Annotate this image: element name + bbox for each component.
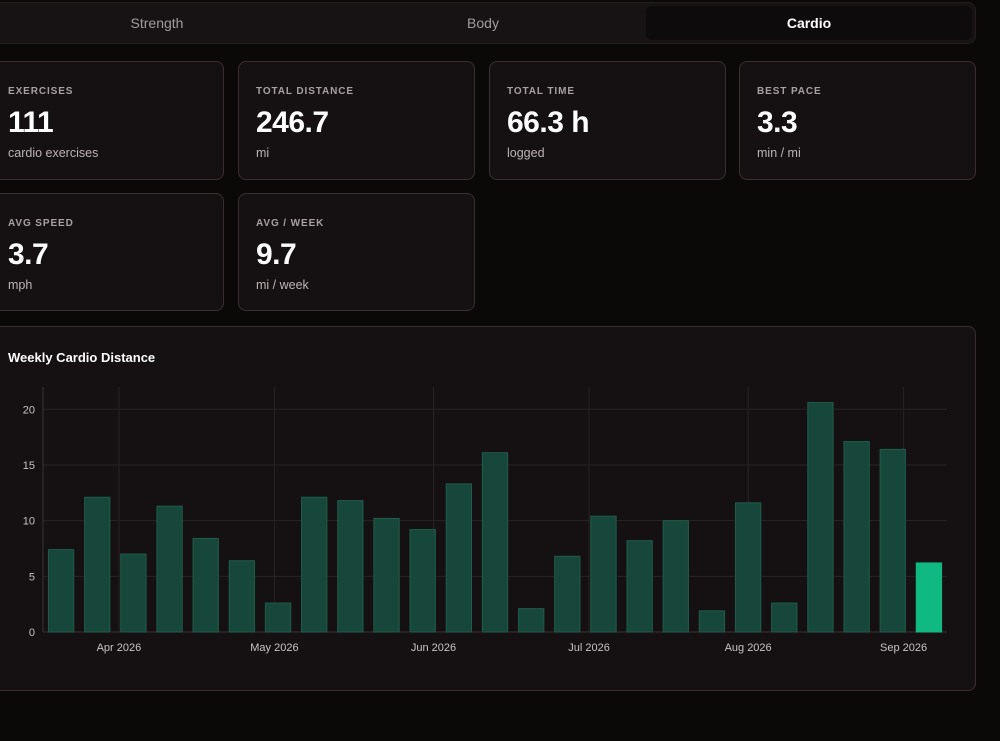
stat-card-total-time: TOTAL TIME 66.3 h logged [489, 61, 726, 180]
stat-value: 3.7 [8, 238, 49, 271]
chart-bar[interactable] [915, 562, 943, 633]
x-tick-label: May 2026 [250, 642, 298, 654]
stat-label: BEST PACE [757, 86, 822, 97]
stat-label: AVG SPEED [8, 218, 74, 229]
chart-bar[interactable] [843, 441, 870, 633]
stat-label: TOTAL DISTANCE [256, 86, 354, 97]
tab-cardio[interactable]: Cardio [646, 6, 972, 40]
stat-card-avg-speed: AVG SPEED 3.7 mph [0, 193, 224, 311]
stat-sub: cardio exercises [8, 146, 99, 160]
weekly-cardio-chart-card: Weekly Cardio Distance 0 5 10 15 20 Apr 2026 M… [0, 326, 976, 691]
chart-bar[interactable] [156, 505, 183, 633]
stat-sub: mph [8, 278, 33, 292]
y-tick-label: 0 [29, 627, 35, 639]
chart-title: Weekly Cardio Distance [8, 350, 156, 365]
x-tick-label: Aug 2026 [725, 642, 772, 654]
tab-body[interactable]: Body [467, 15, 499, 31]
chart-bar[interactable] [879, 448, 906, 633]
chart-bar[interactable] [337, 500, 364, 633]
stat-value: 111 [8, 106, 54, 139]
chart-bar[interactable] [807, 402, 834, 633]
tab-strength[interactable]: Strength [130, 15, 184, 31]
x-tick-label: Apr 2026 [97, 642, 142, 654]
x-tick-label: Jul 2026 [568, 642, 610, 654]
chart-bar[interactable] [47, 549, 75, 633]
stat-label: TOTAL TIME [507, 86, 575, 97]
stat-sub: min / mi [757, 146, 801, 160]
stat-label: EXERCISES [8, 86, 74, 97]
chart-bar[interactable] [120, 553, 147, 633]
y-tick-label: 5 [29, 571, 35, 583]
stat-value: 3.3 [757, 106, 798, 139]
chart-bar[interactable] [445, 483, 472, 633]
chart-bar[interactable] [554, 555, 581, 633]
stat-sub: logged [507, 146, 545, 160]
stat-sub: mi [256, 146, 270, 160]
chart-bar[interactable] [409, 529, 436, 633]
chart-bar[interactable] [481, 452, 509, 633]
stat-value: 246.7 [256, 106, 329, 139]
chart-bar[interactable] [590, 515, 617, 633]
x-tick-label: Jun 2026 [411, 642, 456, 654]
stat-value: 9.7 [256, 238, 297, 271]
y-tick-label: 10 [23, 516, 35, 528]
chart-bar[interactable] [662, 520, 689, 633]
stat-sub: mi / week [256, 278, 309, 292]
y-tick-label: 15 [23, 460, 35, 472]
view-tabs: Strength Body Cardio [0, 2, 976, 44]
stat-card-exercises: EXERCISES 111 cardio exercises [0, 61, 224, 180]
chart-bar[interactable] [373, 517, 400, 633]
stat-card-avg-week: AVG / WEEK 9.7 mi / week [238, 193, 475, 311]
stat-label: AVG / WEEK [256, 218, 325, 229]
y-tick-label: 20 [23, 404, 35, 416]
chart-bar[interactable] [518, 608, 545, 633]
chart-bar[interactable] [698, 610, 726, 633]
chart-bar[interactable] [301, 496, 328, 633]
chart-bar[interactable] [84, 496, 111, 633]
weekly-cardio-chart: 0 5 10 15 20 Apr 2026 May 2026 Jun 2026 Jul 2026… [23, 387, 947, 654]
chart-bar[interactable] [228, 560, 256, 633]
chart-bar[interactable] [192, 537, 219, 633]
chart-bar[interactable] [771, 602, 798, 633]
chart-bar[interactable] [626, 540, 653, 633]
stat-card-best-pace: BEST PACE 3.3 min / mi [739, 61, 976, 180]
stat-value: 66.3 h [507, 106, 590, 139]
chart-bar[interactable] [264, 602, 292, 633]
chart-bar[interactable] [734, 502, 762, 633]
stat-card-total-distance: TOTAL DISTANCE 246.7 mi [238, 61, 475, 180]
x-tick-label: Sep 2026 [880, 642, 927, 654]
